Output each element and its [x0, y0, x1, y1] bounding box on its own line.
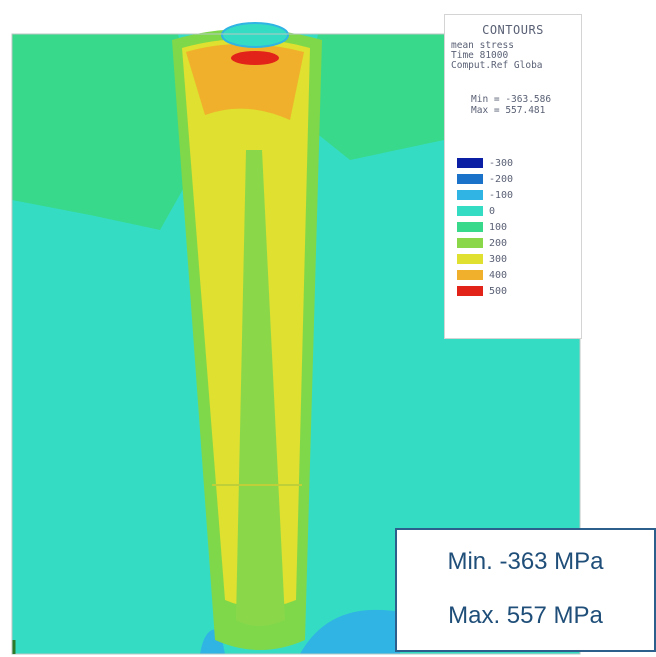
object-inner-wedge: [236, 150, 285, 626]
legend-item: 400: [457, 267, 513, 283]
legend-swatch: [457, 158, 483, 168]
legend-value: 100: [489, 221, 508, 233]
legend-swatch: [457, 222, 483, 232]
object-peak-stress: [231, 51, 279, 65]
stress-region-tip: [300, 609, 400, 654]
max-stress-label: Max. 557 MPa: [448, 602, 603, 629]
stress-region-upper-left: [12, 34, 205, 230]
stress-region-upper-right: [300, 34, 444, 160]
object-cap: [221, 22, 289, 48]
min-stress-label: Min. -363 MPa: [447, 548, 604, 575]
legend-value: 400: [489, 269, 508, 281]
contours-min: Min = -363.586: [471, 94, 552, 105]
legend-swatch: [457, 286, 483, 296]
contours-quantity: mean stress: [451, 40, 514, 51]
plot-border: [11, 33, 581, 655]
object-high-stress-top: [186, 44, 304, 120]
legend-swatch: [457, 190, 483, 200]
legend-item: 500: [457, 283, 513, 299]
legend-value: 200: [489, 237, 508, 249]
legend-item: -300: [457, 155, 513, 171]
contours-time: Time 81000: [451, 50, 509, 61]
legend-item: 300: [457, 251, 513, 267]
legend-value: -100: [489, 189, 514, 201]
legend-value: 500: [489, 285, 508, 297]
legend-value: 300: [489, 253, 508, 265]
legend-swatch: [457, 206, 483, 216]
legend-swatch: [457, 174, 483, 184]
min-max-summary: Min. -363 MPa Max. 557 MPa: [395, 528, 656, 652]
legend-item: -200: [457, 171, 513, 187]
legend-swatch: [457, 238, 483, 248]
contours-panel: CONTOURS mean stress Time 81000 Comput.R…: [444, 14, 582, 339]
legend-item: -100: [457, 187, 513, 203]
color-legend: -300 -200 -100 0 100 200 300 400 500: [457, 155, 513, 299]
contours-heading: CONTOURS: [482, 23, 544, 37]
legend-item: 200: [457, 235, 513, 251]
legend-swatch: [457, 254, 483, 264]
legend-value: 0: [489, 205, 496, 217]
contours-max: Max = 557.481: [471, 105, 546, 116]
legend-swatch: [457, 270, 483, 280]
legend-item: 0: [457, 203, 513, 219]
contours-reference: Comput.Ref Globa: [451, 60, 543, 71]
legend-item: 100: [457, 219, 513, 235]
legend-value: -300: [489, 157, 514, 169]
legend-value: -200: [489, 173, 514, 185]
